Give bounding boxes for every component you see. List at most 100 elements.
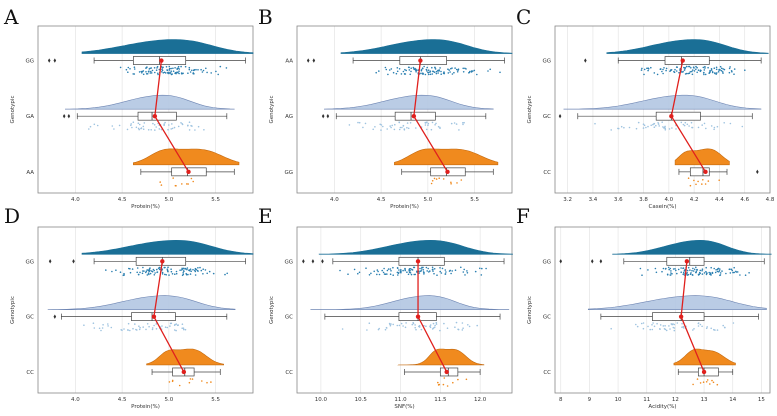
rain-point <box>733 73 735 75</box>
rain-point <box>171 127 174 130</box>
rain-point <box>450 272 452 275</box>
rain-point <box>174 184 177 187</box>
rain-point <box>192 72 195 74</box>
rain-point <box>160 128 163 131</box>
rain-point <box>693 179 695 182</box>
rain-point <box>702 66 705 69</box>
rain-point <box>422 72 424 74</box>
rain-point <box>695 68 697 71</box>
x-tick-label: 14 <box>729 397 736 403</box>
rain-point <box>710 273 712 276</box>
rain-point <box>137 273 140 276</box>
rain-point <box>444 273 447 275</box>
rain-point <box>179 269 181 272</box>
rain-point <box>184 65 187 68</box>
rain-point <box>153 124 156 126</box>
rain-point <box>410 273 413 276</box>
rain-point <box>720 67 723 70</box>
rain-point <box>439 329 441 332</box>
rain-point <box>684 121 687 124</box>
rain-point <box>744 69 746 71</box>
rain-point <box>136 271 138 274</box>
rain-point <box>438 177 441 179</box>
rain-point <box>415 127 417 129</box>
outlier-point <box>311 259 315 264</box>
rain-point <box>357 272 359 275</box>
rain-point <box>653 122 655 125</box>
x-axis-label: Casein(%) <box>649 204 677 210</box>
rain-point <box>389 324 392 327</box>
rain-point <box>656 322 658 325</box>
rain-point <box>188 381 191 384</box>
panel-e: E GG GC CC 10.0 10.5 11.0 11.5 12.0 SNF(%) Genotyp… <box>258 204 513 410</box>
rain-point <box>182 72 184 75</box>
rain-point <box>697 126 700 129</box>
rain-point <box>92 322 95 325</box>
rain-point <box>186 268 188 271</box>
rain-point <box>431 121 434 124</box>
rain-point <box>456 182 458 184</box>
rain-point <box>653 325 656 328</box>
rain-point <box>98 327 101 330</box>
x-tick-label: 5.0 <box>423 197 432 203</box>
rain-point <box>169 325 171 327</box>
rain-point <box>457 69 459 71</box>
box-cc <box>697 367 719 377</box>
category-label: GG <box>25 59 34 65</box>
rain-point <box>431 66 433 69</box>
rain-point <box>473 69 476 72</box>
rain-point <box>378 70 380 72</box>
rain-point <box>659 68 662 70</box>
rain-point <box>197 69 199 71</box>
rain-point <box>161 71 163 73</box>
rain-point <box>467 324 469 326</box>
rain-point <box>160 184 163 186</box>
rain-point <box>438 70 440 72</box>
rain-point <box>377 328 380 331</box>
rain-point <box>431 180 434 182</box>
rain-point <box>155 69 158 71</box>
box-cc <box>439 367 459 377</box>
rain-point <box>168 124 170 126</box>
rain-point <box>705 266 707 269</box>
rain-point <box>662 126 664 128</box>
rain-point <box>102 324 104 326</box>
outlier-point <box>326 113 330 119</box>
rain-point <box>449 71 451 73</box>
rain-point <box>701 124 703 126</box>
rain-point <box>123 272 125 275</box>
rain-point <box>721 270 723 272</box>
rain-point <box>647 69 649 72</box>
rain-point <box>192 180 194 183</box>
rain-point <box>676 272 678 275</box>
rain-point <box>681 326 683 329</box>
rain-point <box>105 269 107 271</box>
rain-point <box>389 268 392 270</box>
rain-point <box>142 73 145 76</box>
rain-point <box>180 269 183 271</box>
rain-point <box>154 129 156 131</box>
rain-point <box>171 273 174 275</box>
rain-point <box>170 70 172 72</box>
rain-point <box>439 267 441 269</box>
rain-point <box>455 68 458 71</box>
rain-point <box>713 128 715 131</box>
rain-point <box>187 273 189 276</box>
rain-point <box>686 123 689 126</box>
rain-point <box>422 269 425 271</box>
rain-point <box>171 73 173 75</box>
rain-point <box>656 73 659 76</box>
rain-point <box>665 329 668 332</box>
outlier-point <box>48 259 52 264</box>
rain-point <box>420 270 423 272</box>
rain-point <box>153 269 155 272</box>
rain-point <box>661 70 663 73</box>
rain-point <box>665 267 667 270</box>
rain-point <box>178 72 180 75</box>
density-cloud-gc <box>563 94 762 110</box>
rain-point <box>200 68 202 71</box>
rain-point <box>409 122 412 124</box>
rain-point <box>392 266 394 269</box>
rain-point <box>186 267 189 269</box>
